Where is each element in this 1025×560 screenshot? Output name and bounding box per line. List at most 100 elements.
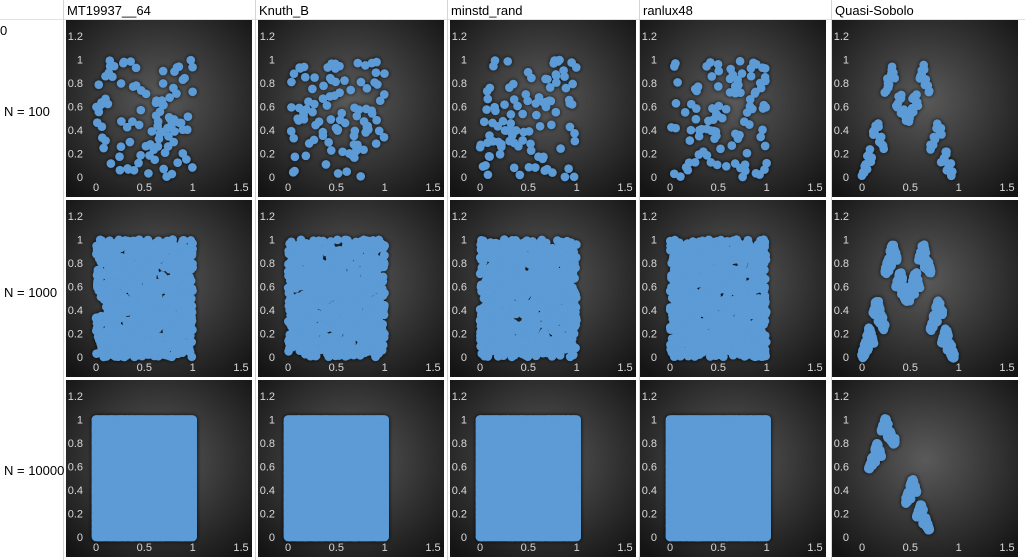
data-point xyxy=(671,123,680,133)
row-label-n100[interactable]: N = 100 xyxy=(4,104,50,119)
y-tick-label: 0.2 xyxy=(452,149,467,161)
y-tick-label: 1 xyxy=(843,55,849,67)
data-point xyxy=(673,286,683,295)
scatter-chart-quasi-sobolo-n100[interactable]: 00.20.40.60.811.20 0.5 1 1.5 xyxy=(832,20,1018,197)
column-header-knuth-b[interactable]: Knuth_B xyxy=(259,3,309,18)
data-point xyxy=(338,343,348,353)
data-point xyxy=(497,142,506,152)
data-point xyxy=(172,334,182,343)
data-point xyxy=(680,108,690,117)
data-point xyxy=(755,257,764,266)
data-point xyxy=(186,55,196,65)
data-point xyxy=(131,63,141,73)
data-point xyxy=(756,334,766,343)
row-label-n10000[interactable]: N = 10000 xyxy=(4,463,65,478)
data-point xyxy=(125,137,135,147)
y-tick-label: 0.8 xyxy=(452,78,467,90)
data-point xyxy=(350,153,359,162)
data-point xyxy=(364,125,373,134)
row-label-n1000[interactable]: N = 1000 xyxy=(4,285,58,300)
y-tick-label: 0.2 xyxy=(642,329,657,341)
x-tick-label: 1.5 xyxy=(617,362,632,374)
data-point xyxy=(290,152,300,162)
data-point xyxy=(500,126,510,135)
data-point xyxy=(324,352,334,362)
data-point xyxy=(182,155,191,164)
data-point xyxy=(554,257,563,267)
data-point xyxy=(688,280,698,290)
data-point xyxy=(151,347,160,357)
data-point xyxy=(155,107,165,116)
data-point xyxy=(92,249,101,259)
scatter-chart-quasi-sobolo-n1000[interactable]: 00.20.40.60.811.20 0.5 1 1.5 xyxy=(832,200,1018,377)
scatter-chart-knuth-b-n100[interactable]: 00.20.40.60.811.20 0.5 1 1.5 xyxy=(258,20,444,197)
column-header-ranlux48[interactable]: ranlux48 xyxy=(643,3,693,18)
data-point xyxy=(128,304,137,314)
data-point xyxy=(108,72,117,82)
data-point xyxy=(560,172,570,182)
data-point xyxy=(746,71,756,81)
data-point xyxy=(330,256,339,266)
x-tick-label: 1 xyxy=(382,182,388,194)
data-point xyxy=(724,262,734,272)
data-point xyxy=(297,275,306,285)
data-point xyxy=(380,251,389,260)
scatter-chart-ranlux48-n100[interactable]: 00.20.40.60.811.20 0.5 1 1.5 xyxy=(640,20,826,197)
data-point xyxy=(549,247,559,257)
data-point xyxy=(520,241,530,250)
data-point xyxy=(689,294,698,303)
data-point xyxy=(701,304,710,313)
y-tick-label: 1.2 xyxy=(834,211,849,223)
y-tick-label: 1 xyxy=(77,235,83,247)
corner-cell[interactable]: 0 xyxy=(0,23,8,38)
y-tick-label: 0.2 xyxy=(452,329,467,341)
data-point xyxy=(301,327,311,336)
scatter-chart-minstd-rand-n1000[interactable]: 00.20.40.60.811.20 0.5 1 1.5 xyxy=(450,200,636,377)
column-header-minstd-rand[interactable]: minstd_rand xyxy=(451,3,523,18)
data-point xyxy=(142,262,152,271)
x-tick-label: 0 xyxy=(667,182,673,194)
data-point xyxy=(158,347,168,357)
data-point xyxy=(723,283,732,293)
data-point xyxy=(488,118,497,128)
y-tick-label: 0.4 xyxy=(260,125,275,137)
data-point xyxy=(341,241,351,251)
scatter-chart-mt19937-64-n100[interactable]: 00.20.40.60.811.20 0.5 1 1.5 xyxy=(66,20,252,197)
column-header-quasi-sobolo[interactable]: Quasi-Sobolo xyxy=(835,3,914,18)
data-point xyxy=(154,134,164,144)
y-tick-label: 0.8 xyxy=(642,78,657,90)
data-point xyxy=(743,346,752,355)
data-point xyxy=(677,299,686,308)
data-point xyxy=(158,66,168,76)
data-point xyxy=(346,85,356,95)
data-point xyxy=(524,127,534,136)
data-point xyxy=(151,242,161,252)
y-tick-label: 1.2 xyxy=(260,31,275,43)
data-point xyxy=(714,318,724,328)
scatter-chart-ranlux48-n1000[interactable]: 00.20.40.60.811.20 0.5 1 1.5 xyxy=(640,200,826,377)
column-header-mt19937[interactable]: MT19937__64 xyxy=(67,3,151,18)
data-point xyxy=(700,269,710,279)
data-point xyxy=(362,305,372,315)
data-point xyxy=(562,242,572,251)
data-point xyxy=(552,78,561,87)
scatter-chart-knuth-b-n1000[interactable]: 00.20.40.60.811.20 0.5 1 1.5 xyxy=(258,200,444,377)
data-point xyxy=(98,133,107,143)
scatter-chart-mt19937-64-n1000[interactable]: 00.20.40.60.811.20 0.5 1 1.5 xyxy=(66,200,252,377)
data-point xyxy=(363,327,372,337)
data-point xyxy=(284,317,293,326)
data-point xyxy=(362,84,372,93)
data-point xyxy=(371,68,381,78)
data-point xyxy=(534,244,544,254)
y-tick-label: 0.6 xyxy=(642,102,657,114)
data-point xyxy=(151,341,160,351)
scatter-chart-minstd-rand-n100[interactable]: 00.20.40.60.811.20 0.5 1 1.5 xyxy=(450,20,636,197)
data-point xyxy=(134,158,143,168)
data-point xyxy=(338,322,348,332)
data-point xyxy=(570,136,580,146)
data-point xyxy=(318,94,328,103)
data-point xyxy=(533,272,543,281)
data-point xyxy=(372,342,382,352)
data-point xyxy=(510,350,519,360)
data-point xyxy=(321,160,331,169)
